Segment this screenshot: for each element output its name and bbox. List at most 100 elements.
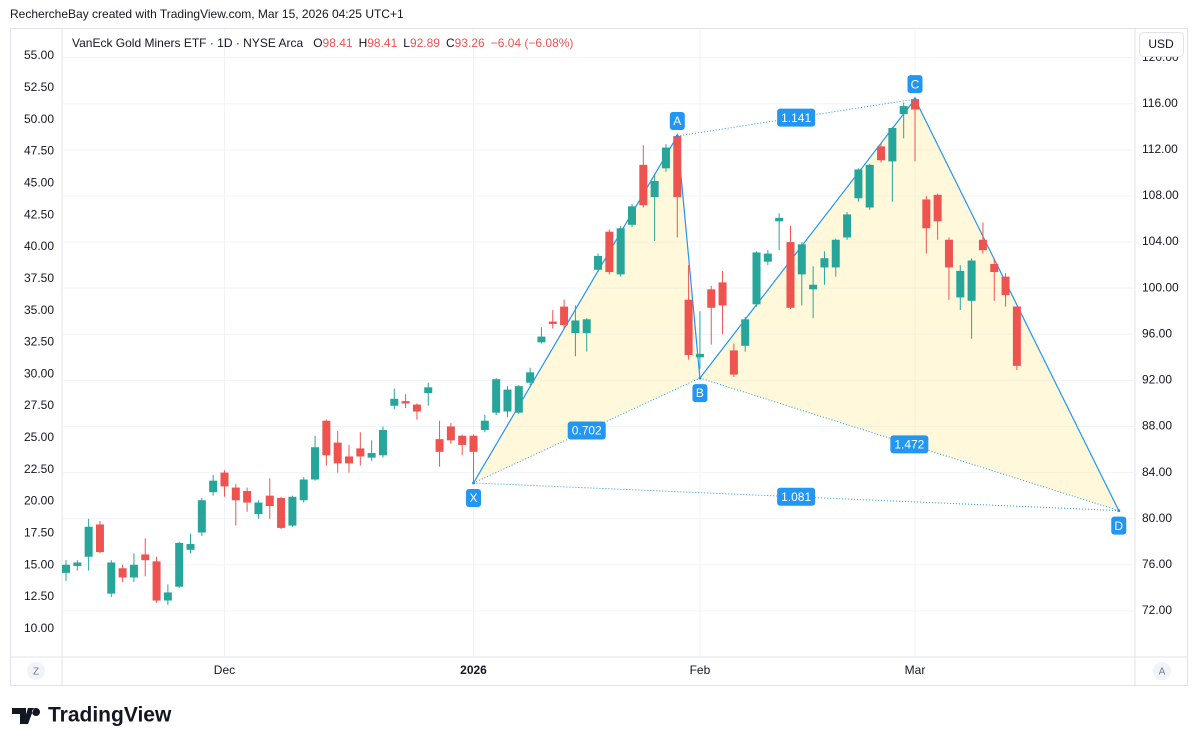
- candle-body: [356, 448, 365, 457]
- logo-icon: [12, 708, 41, 724]
- pattern-ratio: 1.472: [894, 438, 924, 452]
- y2-tick-label: 10.00: [24, 621, 54, 635]
- candle-body: [741, 319, 750, 346]
- pattern-point: [913, 97, 917, 101]
- candle-body: [390, 398, 399, 406]
- candle-body: [843, 214, 852, 238]
- candle-body: [718, 282, 727, 306]
- y2-tick-label: 37.50: [24, 271, 54, 285]
- y-tick-label: 108.00: [1142, 188, 1179, 202]
- pattern-point-label: C: [911, 77, 920, 91]
- candle-body: [345, 456, 353, 464]
- candle-body: [729, 350, 738, 375]
- candle-body: [186, 544, 195, 550]
- candle-body: [254, 502, 263, 515]
- candle-body: [243, 491, 252, 503]
- candle-body: [163, 592, 172, 601]
- candle-body: [661, 147, 670, 169]
- candle-body: [299, 479, 308, 501]
- pattern-ratio-box: [777, 108, 816, 127]
- pattern-point-label-box: [907, 75, 923, 94]
- candle-body: [175, 542, 184, 587]
- candle-body: [333, 442, 342, 464]
- candle-body: [446, 426, 455, 441]
- y-tick-label: 84.00: [1142, 465, 1172, 479]
- candle-body: [616, 228, 625, 275]
- legend-change: −6.04 (−6.08%): [491, 36, 574, 50]
- y-tick-label: 72.00: [1142, 603, 1172, 617]
- currency: USD: [1148, 37, 1174, 51]
- legend: VanEck Gold Miners ETF · 1D · NYSE Arca O…: [72, 36, 573, 50]
- candle-body: [990, 263, 999, 273]
- y-tick-label: 92.00: [1142, 373, 1172, 387]
- candle-body: [367, 452, 376, 458]
- scale-button[interactable]: [1153, 662, 1171, 680]
- candle-body: [944, 239, 953, 268]
- candle-body: [62, 564, 70, 573]
- logo-text: TradingView: [48, 704, 172, 727]
- harmonic-pattern: [473, 98, 1120, 512]
- y2-tick-label: 50.00: [24, 112, 54, 126]
- y2-tick-label: 25.00: [24, 430, 54, 444]
- candle-body: [605, 231, 614, 273]
- candle-body: [967, 260, 976, 301]
- pattern-point-label-box: [466, 488, 482, 507]
- candle-body: [820, 258, 829, 268]
- y2-tick-label: 45.00: [24, 175, 54, 189]
- candle-body: [73, 562, 82, 566]
- candle-body: [492, 379, 501, 413]
- y2-tick-label: 52.50: [24, 80, 54, 94]
- pattern-point-label-box: [669, 112, 685, 131]
- pattern-fill: [699, 99, 1119, 511]
- candle-body: [378, 429, 387, 456]
- candle-body: [831, 239, 840, 268]
- y2-tick-label: 35.00: [24, 303, 54, 317]
- candle-body: [118, 568, 127, 578]
- candle-body: [707, 289, 716, 308]
- candle-body: [933, 194, 942, 222]
- y2-tick-label: 20.00: [24, 494, 54, 508]
- candle-body: [209, 480, 218, 493]
- candle-body: [458, 435, 467, 445]
- pattern-ratio-line: [473, 377, 701, 484]
- x-tick-label: Dec: [214, 663, 235, 677]
- candle-body: [412, 404, 421, 412]
- x-tick-label: Feb: [690, 663, 711, 677]
- candle-body: [797, 244, 806, 275]
- y-tick-label: 96.00: [1142, 326, 1172, 340]
- legend-key: L: [403, 36, 410, 50]
- pattern-point: [472, 481, 476, 485]
- candle-body: [786, 242, 795, 308]
- legend-value: 98.41: [323, 36, 353, 50]
- candle-body: [322, 420, 331, 456]
- pattern-leg: [699, 98, 916, 379]
- y-tick-label: 116.00: [1142, 96, 1178, 110]
- y-tick-label: 100.00: [1142, 280, 1179, 294]
- candle-body: [922, 199, 931, 229]
- candle-body: [763, 253, 772, 262]
- candle-body: [695, 353, 704, 358]
- y-tick-label: 104.00: [1142, 234, 1179, 248]
- candle-body: [854, 169, 863, 199]
- candle-body: [978, 239, 987, 251]
- candle-body: [469, 435, 478, 452]
- y-tick-label: 80.00: [1142, 511, 1172, 525]
- legend-key: H: [359, 36, 368, 50]
- pattern-point: [675, 134, 679, 138]
- pattern-ratio: 1.081: [781, 490, 811, 504]
- legend-value: 93.26: [455, 36, 485, 50]
- pattern-leg: [914, 98, 1120, 511]
- candle-body: [503, 389, 512, 412]
- candle-body: [899, 106, 908, 115]
- legend-key: O: [313, 36, 322, 50]
- currency-box: [1139, 32, 1184, 57]
- candle-body: [582, 319, 591, 334]
- candle-body: [809, 284, 818, 290]
- scale-button[interactable]: [27, 662, 45, 680]
- logo: TradingView: [12, 704, 172, 727]
- candle-body: [401, 401, 410, 404]
- pattern-ratio: 1.141: [781, 111, 811, 125]
- candle-body: [650, 180, 659, 198]
